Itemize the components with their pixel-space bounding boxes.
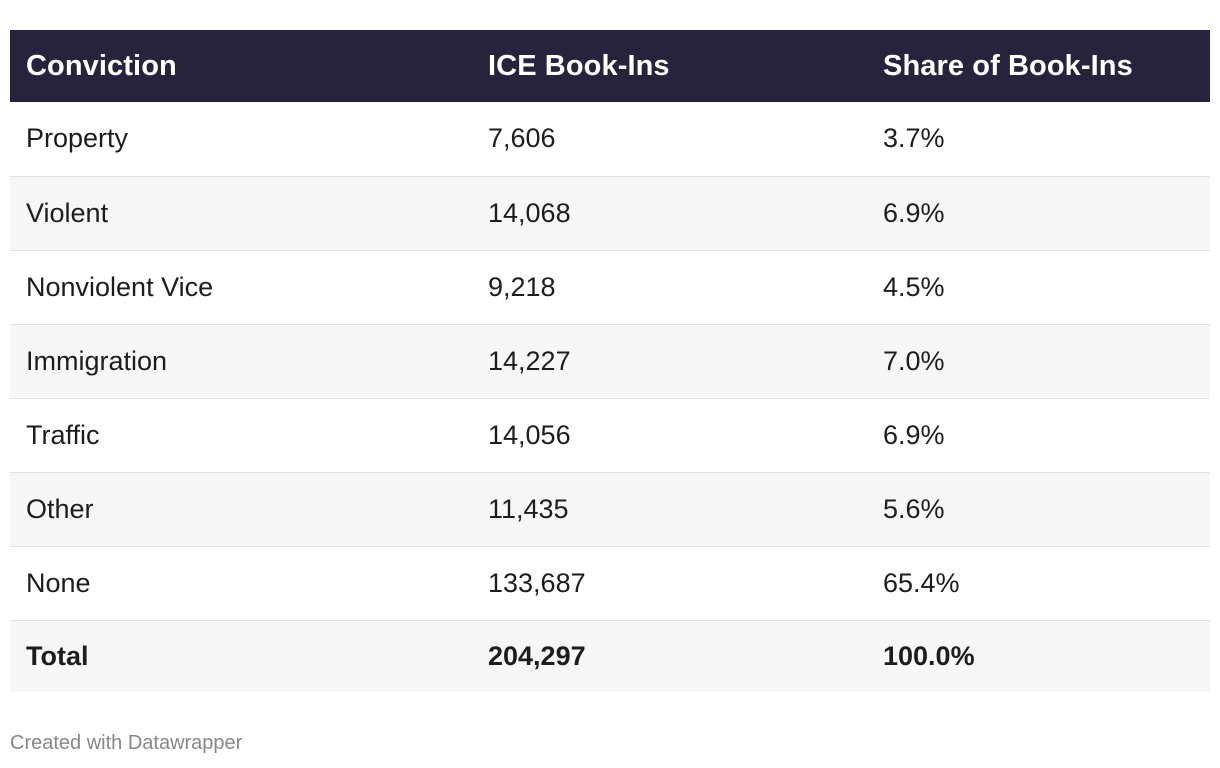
cell-total-share: 100.0% — [883, 640, 975, 671]
cell-book-ins: 14,068 — [488, 197, 571, 228]
cell-book-ins: 14,056 — [488, 419, 571, 450]
datawrapper-credit: Created with Datawrapper — [10, 732, 243, 754]
table-row: Nonviolent Vice 9,218 4.5% — [10, 250, 1210, 324]
column-header-conviction[interactable]: Conviction — [26, 49, 177, 82]
cell-conviction: Property — [26, 123, 129, 154]
header-row: Conviction ICE Book-Ins Share of Book-In… — [10, 30, 1210, 102]
cell-share: 4.5% — [883, 271, 945, 302]
table-row: Other 11,435 5.6% — [10, 472, 1210, 546]
cell-conviction: Nonviolent Vice — [26, 271, 214, 302]
cell-conviction: Immigration — [26, 345, 168, 376]
total-row: Total 204,297 100.0% — [10, 620, 1210, 692]
cell-share: 6.9% — [883, 419, 945, 450]
column-header-share[interactable]: Share of Book-Ins — [883, 49, 1133, 82]
column-header-book-ins[interactable]: ICE Book-Ins — [488, 49, 670, 82]
cell-book-ins: 7,606 — [488, 123, 556, 154]
table-row: Property 7,606 3.7% — [10, 102, 1210, 176]
cell-share: 5.6% — [883, 493, 945, 524]
cell-conviction: Other — [26, 493, 94, 524]
data-table-container: Conviction ICE Book-Ins Share of Book-In… — [10, 30, 1210, 692]
table-row: Violent 14,068 6.9% — [10, 176, 1210, 250]
cell-conviction: Violent — [26, 197, 109, 228]
cell-total-label: Total — [26, 640, 89, 671]
cell-share: 7.0% — [883, 345, 945, 376]
table-row: Traffic 14,056 6.9% — [10, 398, 1210, 472]
cell-book-ins: 133,687 — [488, 567, 586, 598]
table-row: None 133,687 65.4% — [10, 546, 1210, 620]
table-body: Property 7,606 3.7% Violent 14,068 6.9% … — [10, 102, 1210, 692]
cell-book-ins: 9,218 — [488, 271, 556, 302]
cell-conviction: None — [26, 567, 91, 598]
cell-book-ins: 14,227 — [488, 345, 571, 376]
table-row: Immigration 14,227 7.0% — [10, 324, 1210, 398]
conviction-table: Conviction ICE Book-Ins Share of Book-In… — [10, 30, 1210, 692]
cell-conviction: Traffic — [26, 419, 100, 450]
cell-share: 65.4% — [883, 567, 960, 598]
table-header: Conviction ICE Book-Ins Share of Book-In… — [10, 30, 1210, 102]
cell-book-ins: 11,435 — [488, 493, 569, 524]
cell-total-book-ins: 204,297 — [488, 640, 586, 671]
cell-share: 6.9% — [883, 197, 945, 228]
cell-share: 3.7% — [883, 123, 945, 154]
